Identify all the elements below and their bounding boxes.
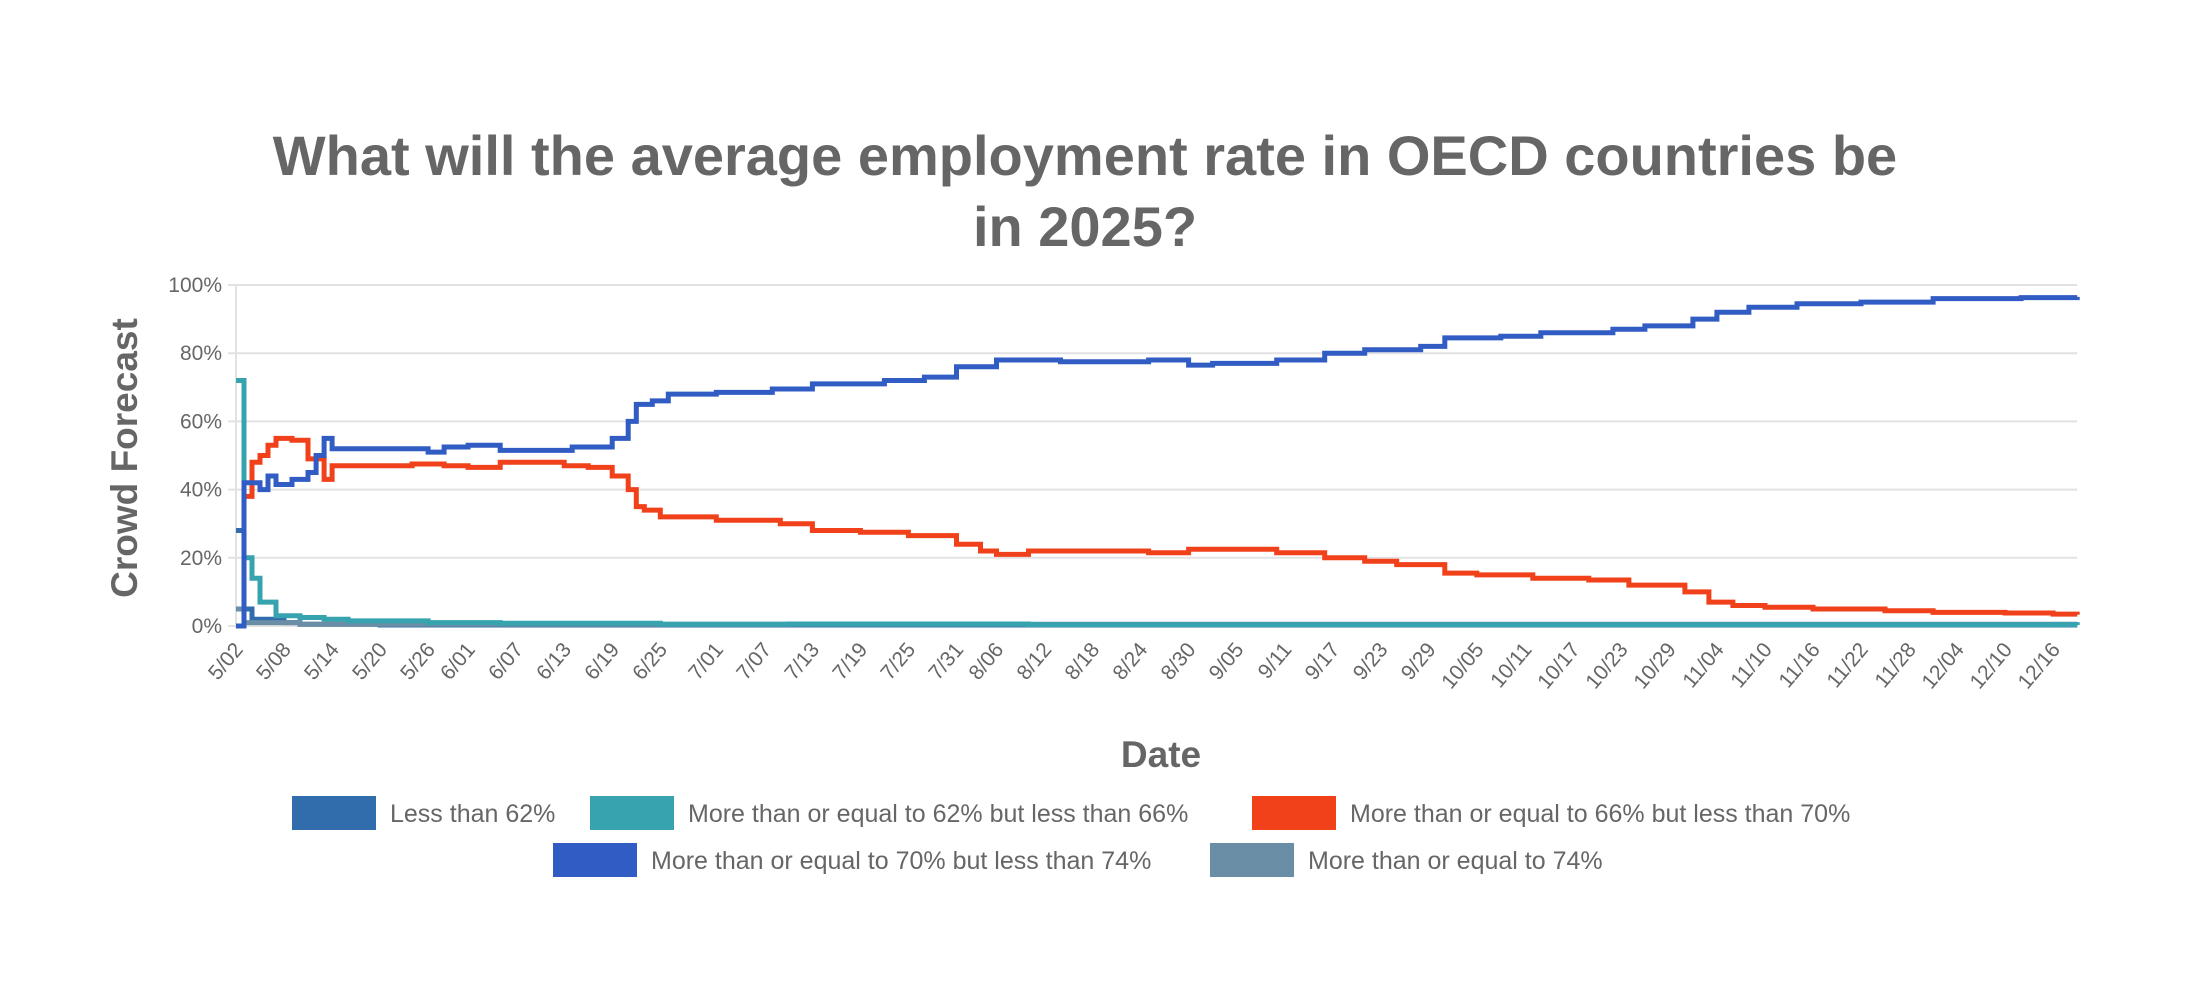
legend-item-4[interactable]: More than or equal to 74% — [1210, 843, 1603, 877]
legend-item-3[interactable]: More than or equal to 70% but less than … — [553, 843, 1151, 877]
legend-item-0[interactable]: Less than 62% — [292, 796, 555, 830]
chart-title-line-1: What will the average employment rate in… — [273, 124, 1897, 187]
legend-swatch — [292, 796, 376, 830]
legend-swatch — [553, 843, 637, 877]
y-axis-ticks: 0% 20% 40% 60% 80% 100% — [168, 274, 222, 638]
x-axis-title: Date — [1121, 734, 1201, 775]
legend-label: Less than 62% — [390, 800, 555, 828]
legend-swatch — [1252, 796, 1336, 830]
series-line-1 — [236, 378, 2080, 628]
y-tick-label: 100% — [168, 274, 222, 297]
legend-label: More than or equal to 74% — [1308, 847, 1603, 875]
legend-swatch — [590, 796, 674, 830]
legend-label: More than or equal to 66% but less than … — [1350, 800, 1850, 828]
legend: Less than 62% More than or equal to 62% b… — [292, 796, 1850, 877]
legend-label: More than or equal to 70% but less than … — [651, 847, 1151, 875]
y-tick-label: 40% — [180, 479, 222, 502]
y-tick-label: 20% — [180, 547, 222, 570]
series-line-3 — [236, 295, 2080, 629]
legend-item-1[interactable]: More than or equal to 62% but less than … — [590, 796, 1188, 830]
series-line-2 — [236, 435, 2080, 629]
legend-label: More than or equal to 62% but less than … — [688, 800, 1188, 828]
series-lines — [236, 295, 2080, 629]
y-tick-label: 80% — [180, 342, 222, 365]
y-axis-title: Crowd Forecast — [104, 318, 145, 598]
chart-title-line-2: in 2025? — [973, 195, 1197, 258]
legend-swatch — [1210, 843, 1294, 877]
legend-item-2[interactable]: More than or equal to 66% but less than … — [1252, 796, 1850, 830]
y-tick-label: 60% — [180, 410, 222, 433]
y-tick-label: 0% — [192, 615, 222, 638]
